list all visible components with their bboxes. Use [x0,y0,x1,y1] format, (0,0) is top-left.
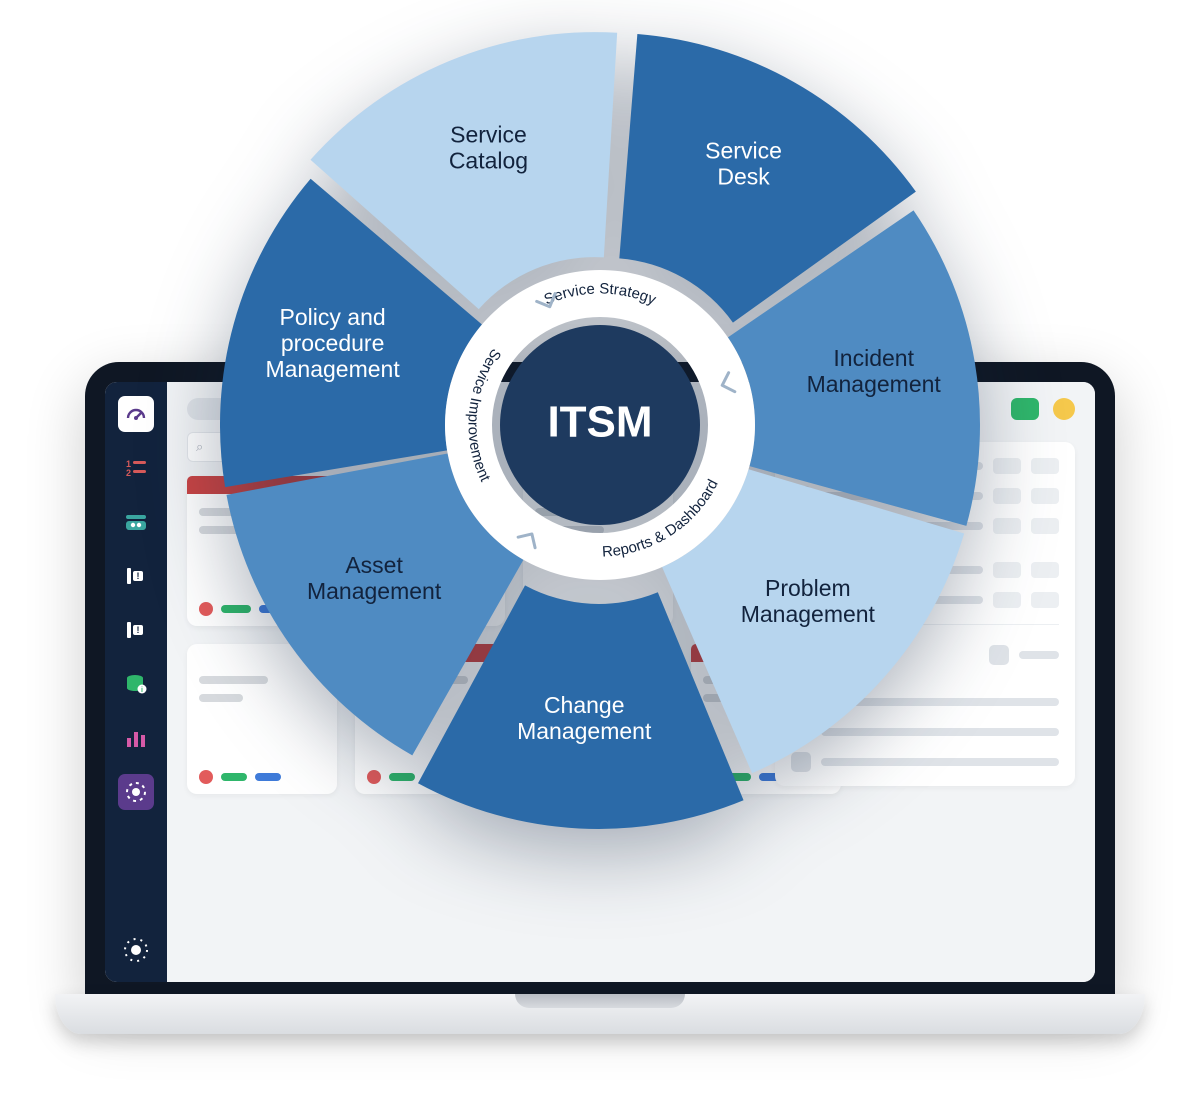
sidebar-gauge-icon[interactable] [118,396,154,432]
sidebar-compass-icon[interactable] [118,774,154,810]
sidebar-alert1-icon[interactable]: ! [118,558,154,594]
svg-text:2: 2 [126,468,131,478]
svg-text:!: ! [137,571,140,581]
sidebar-database-icon[interactable]: i [118,666,154,702]
svg-text:i: i [141,687,143,694]
status-dot [1053,398,1075,420]
sidebar-people-icon[interactable] [118,504,154,540]
sidebar-chart-icon[interactable] [118,720,154,756]
svg-text:!: ! [137,625,140,635]
sidebar-list-icon[interactable]: 12 [118,450,154,486]
center-label: ITSM [547,398,652,447]
wheel-svg: ServiceDeskIncidentManagementProblemMana… [180,5,1020,845]
segment-label: Policy andprocedureManagement [265,304,400,382]
itsm-wheel: ServiceDeskIncidentManagementProblemMana… [180,5,1020,845]
sidebar-brand-icon [118,932,154,968]
dashboard-sidebar: 12 ! ! i [105,382,167,982]
laptop-notch [515,994,685,1008]
sidebar-alert2-icon[interactable]: ! [118,612,154,648]
segment-label: ServiceCatalog [449,122,528,174]
